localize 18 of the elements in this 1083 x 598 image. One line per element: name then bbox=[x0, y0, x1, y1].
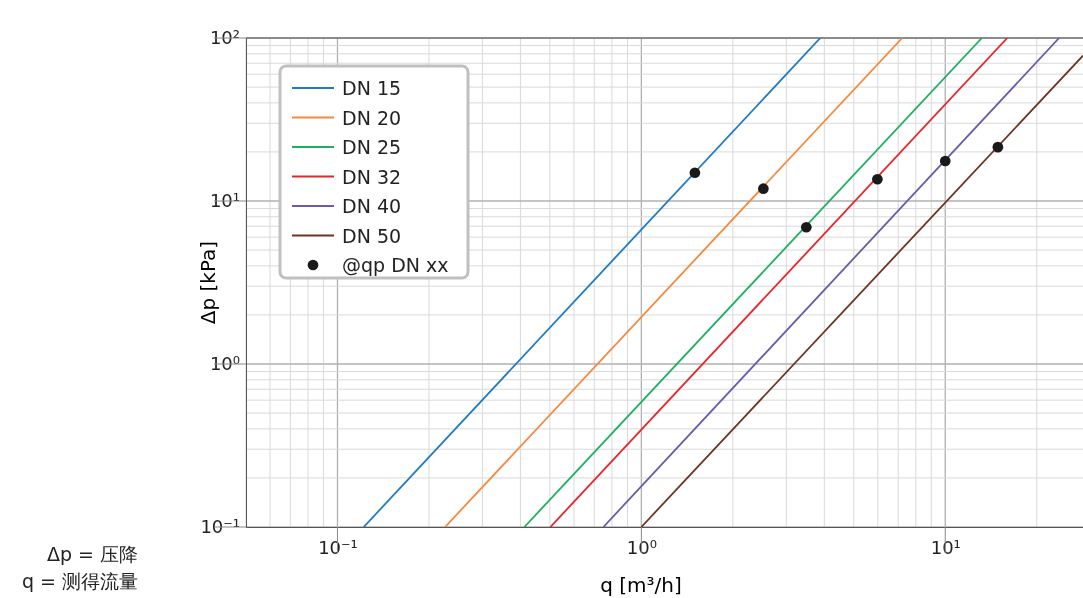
x-axis-title: q [m³/h] bbox=[600, 573, 682, 597]
legend-label: DN 15 bbox=[342, 77, 402, 99]
x-tick-label: 10¹ bbox=[930, 536, 961, 558]
legend-label: @qp DN xx bbox=[342, 254, 449, 276]
legend-label: DN 32 bbox=[342, 165, 402, 188]
y-axis-title: Δp [kPa] bbox=[196, 240, 220, 325]
y-tick-label: 10⁻¹ bbox=[200, 516, 240, 538]
y-tick-label: 10¹ bbox=[209, 190, 240, 212]
legend-label: DN 50 bbox=[342, 224, 402, 247]
y-tick-label: 10⁰ bbox=[209, 353, 240, 375]
legend-label: DN 25 bbox=[342, 136, 402, 158]
x-tick-label: 10⁰ bbox=[626, 536, 657, 558]
legend-label: DN 40 bbox=[342, 195, 402, 217]
text: q = 测得流量 bbox=[21, 570, 138, 592]
y-tick-label: 10² bbox=[209, 27, 240, 49]
text: Δp = 压降 bbox=[46, 543, 138, 565]
x-tick-label: 10⁻¹ bbox=[318, 536, 358, 558]
legend-label: DN 20 bbox=[342, 106, 402, 129]
